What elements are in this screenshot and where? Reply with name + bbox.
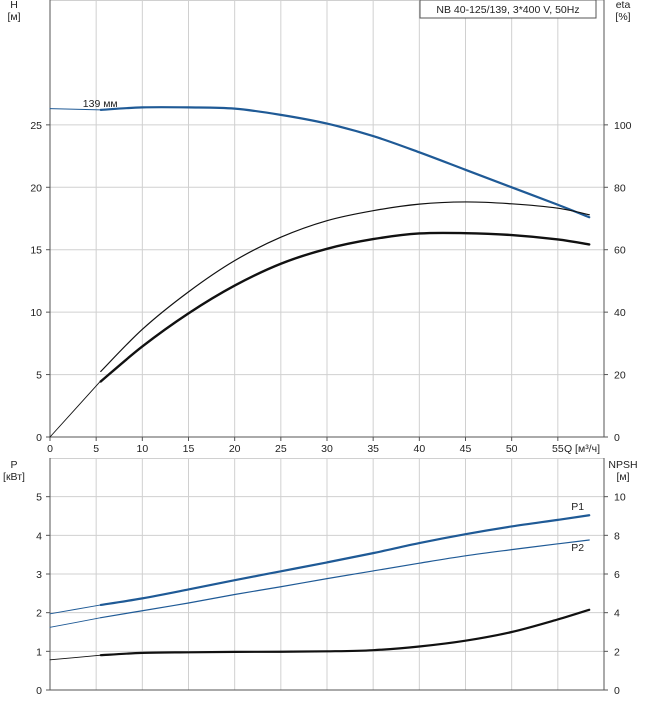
panel1-series-2-extension-line [49,654,102,661]
panel1-series-2-line [99,608,591,657]
y-tick-label-right: 100 [614,120,632,132]
y-tick-label-right: 6 [614,569,620,581]
y-tick-label-left: 1 [36,646,42,658]
x-tick-label: 30 [321,443,333,455]
chart-title: NB 40-125/139, 3*400 V, 50Hz [436,4,579,16]
axes-layer [46,0,608,691]
panel1-series-1-extension-line [49,617,102,628]
x-tick-label: 10 [136,443,148,455]
x-tick-label: 20 [229,443,241,455]
y-axis-label-right: NPSH [608,459,637,471]
panel0-series-0-label: 139 мм [83,98,118,110]
y-tick-label-left: 4 [36,530,42,542]
y-tick-label-right: 0 [614,685,620,697]
x-tick-label: 55 [552,443,564,455]
panel0-series-0-line [99,106,591,219]
x-tick-label: 35 [367,443,379,455]
y-tick-label-left: 10 [30,307,42,319]
panel1-series-0-label: P1 [571,501,584,513]
y-tick-label-right: 10 [614,492,626,504]
y-tick-label-right: 20 [614,370,626,382]
y-tick-label-right: 8 [614,530,620,542]
y-tick-label-left: 5 [36,370,42,382]
y-axis-label-left: P [10,459,17,471]
y-tick-label-right: 40 [614,307,626,319]
panel0-series-1-line [100,201,590,373]
panel0-series-0-extension-line [49,108,102,111]
x-tick-label: 40 [413,443,425,455]
y-tick-label-right: 4 [614,608,620,620]
x-tick-label: 25 [275,443,287,455]
panel0-series-2-line [99,231,591,383]
panel0-series-1-extension-line [49,380,102,438]
y-axis-label-right: eta [616,0,631,11]
x-tick-label: 45 [460,443,472,455]
title-box [419,0,597,19]
series-layer [49,106,591,661]
y-tick-label-right: 60 [614,245,626,257]
y-tick-label-left: 2 [36,608,42,620]
y-tick-label-left: 5 [36,492,42,504]
grid-layer [50,0,604,690]
y-tick-label-right: 0 [614,432,620,444]
x-tick-label: 0 [47,443,53,455]
y-tick-label-right: 2 [614,646,620,658]
panel1-series-1-line [100,539,590,619]
panel1-series-1-label: P2 [571,542,584,554]
x-tick-label: 5 [93,443,99,455]
x-tick-label: 15 [183,443,195,455]
y-tick-label-left: 0 [36,685,42,697]
y-tick-label-left: 20 [30,182,42,194]
panel1-series-0-line [99,514,591,607]
y-axis-unit-left: [кВт] [3,471,25,483]
y-axis-unit-left: [м] [7,11,20,23]
y-axis-unit-right: [м] [616,471,629,483]
y-axis-unit-right: [%] [615,11,630,23]
y-tick-label-left: 25 [30,120,42,132]
x-axis-label: Q [м³/ч] [564,443,600,455]
panel1-series-0-extension-line [49,604,102,615]
x-tick-label: 50 [506,443,518,455]
y-axis-label-left: H [10,0,18,11]
y-tick-label-right: 80 [614,182,626,194]
y-tick-label-left: 3 [36,569,42,581]
y-tick-label-left: 0 [36,432,42,444]
y-tick-label-left: 15 [30,245,42,257]
